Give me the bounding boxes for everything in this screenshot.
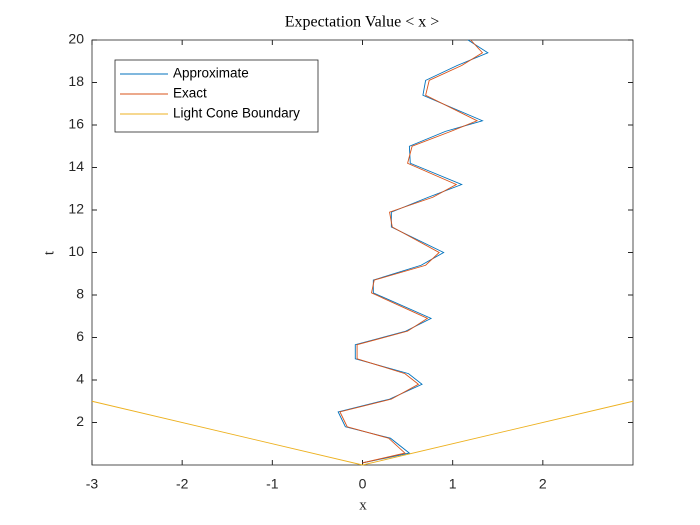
legend-box	[114, 59, 319, 133]
legend-label: Exact	[173, 86, 207, 101]
data-line	[91, 400, 634, 466]
x-tick-label: 0	[359, 476, 367, 492]
legend-label: Approximate	[173, 66, 249, 81]
y-axis-label: t	[41, 250, 57, 255]
x-tick-label: -2	[176, 476, 189, 492]
x-axis-label: x	[359, 497, 367, 513]
x-tick-label: -3	[86, 476, 99, 492]
legend-label: Light Cone Boundary	[173, 106, 300, 121]
data-line	[339, 39, 484, 464]
y-tick-label: 2	[76, 413, 84, 429]
x-tick-label: -1	[266, 476, 279, 492]
y-tick-label: 6	[76, 328, 84, 344]
y-tick-label: 4	[76, 371, 84, 387]
y-tick-label: 12	[68, 201, 84, 217]
chart-title: Expectation Value < x >	[285, 14, 440, 31]
y-tick-label: 16	[68, 116, 84, 132]
y-tick-label: 10	[68, 243, 84, 259]
y-tick-label: 18	[68, 73, 84, 89]
x-tick-label: 2	[539, 476, 547, 492]
y-tick-label: 8	[76, 286, 84, 302]
y-tick-label: 14	[68, 158, 84, 174]
y-tick-label: 20	[68, 31, 84, 47]
x-tick-label: 1	[449, 476, 457, 492]
